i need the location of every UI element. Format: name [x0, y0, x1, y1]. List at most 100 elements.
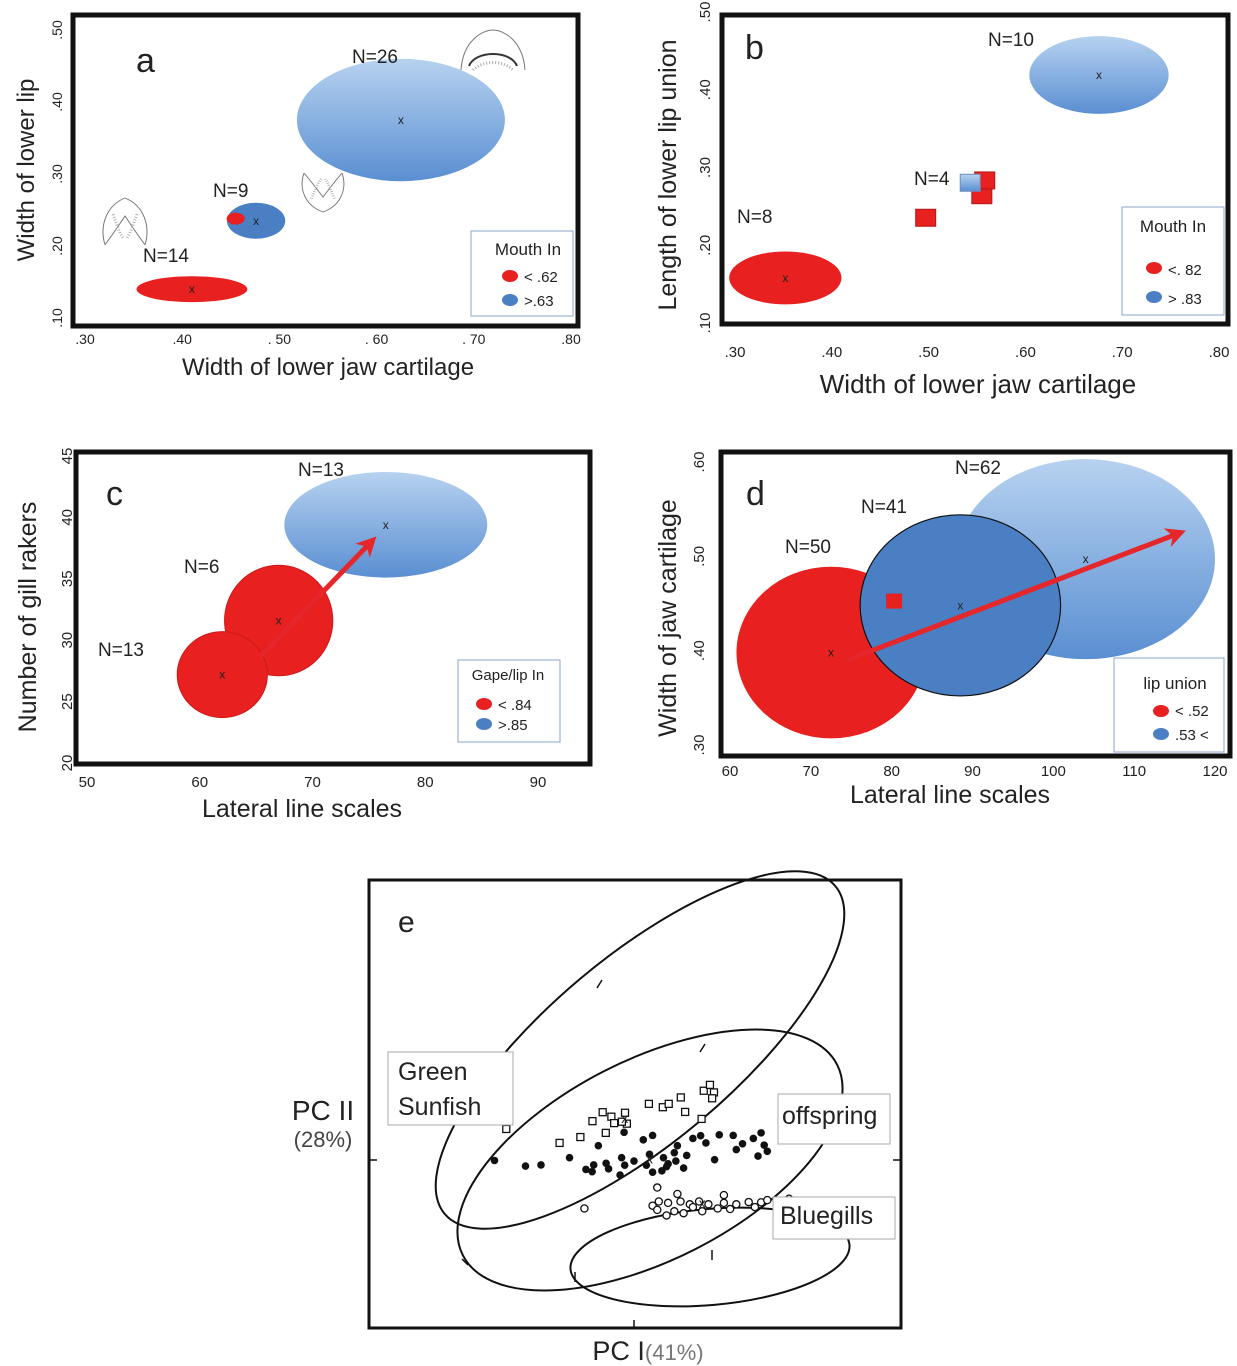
panel-c-ylabel: Number of gill rakers	[14, 502, 42, 733]
bluegill-point	[763, 1195, 772, 1205]
y-tick-label: .20	[49, 236, 65, 256]
y-tick-label: .50	[697, 2, 714, 23]
offspring-point	[710, 1155, 719, 1164]
green-sunfish-point	[644, 1099, 654, 1109]
offspring-point	[565, 1153, 574, 1162]
green-sunfish-label: Green Sunfish	[387, 1051, 514, 1126]
legend-entry: >.85	[498, 717, 528, 734]
offspring-point	[589, 1161, 598, 1169]
green-sunfish-point	[598, 1108, 607, 1117]
offspring-point	[588, 1167, 596, 1176]
green-sunfish-point	[681, 1107, 690, 1117]
green-sunfish-point	[620, 1108, 630, 1117]
offspring-point	[604, 1165, 613, 1173]
y-tick-label: .30	[697, 157, 714, 178]
panel-b-legend: Mouth In <. 82 > .83	[1121, 206, 1225, 316]
offspring-point	[645, 1150, 654, 1159]
panel-c-yticks: 20 25 30 35 40 45	[59, 448, 76, 772]
legend-swatch-red	[1146, 262, 1162, 274]
sample-size-label: N=62	[955, 458, 1001, 479]
bluegill-point	[662, 1211, 671, 1220]
data-point	[226, 212, 245, 225]
green-sunfish-point	[676, 1093, 685, 1102]
x-tick-label: .60	[1015, 344, 1036, 361]
centroid-mark: x	[253, 214, 259, 228]
panel-e-frame-ticks	[369, 1159, 901, 1328]
panel-d-yticks: .30 .40 .50 .60	[691, 452, 708, 756]
x-tick-label: . 50	[268, 331, 292, 347]
sample-size-label: N=10	[988, 30, 1034, 51]
bluegill-point	[719, 1190, 729, 1200]
bluegill-point	[725, 1204, 735, 1214]
x-tick-label: 80	[417, 774, 434, 791]
bluegill-point	[653, 1205, 662, 1215]
green-sunfish-point	[707, 1094, 717, 1103]
legend-title: Mouth In	[1140, 217, 1206, 236]
x-tick-label: 50	[79, 774, 96, 791]
bluegill-point	[654, 1197, 664, 1206]
sample-size-label: N=8	[737, 207, 772, 228]
group-ellipse	[136, 276, 248, 303]
legend-swatch-blue	[502, 294, 518, 306]
panel-d-xticks: 60 70 80 90 100 110 120	[722, 763, 1228, 780]
panel-b: b Width of lower jaw cartilage Length of…	[654, 2, 1231, 399]
bluegill-point	[750, 1202, 760, 1212]
panel-b-xlabel: Width of lower jaw cartilage	[820, 369, 1136, 399]
bluegill-point	[694, 1197, 704, 1206]
offspring-point	[662, 1162, 671, 1171]
legend-entry: <. 82	[1168, 262, 1202, 279]
legend-entry: < .84	[498, 697, 532, 714]
offspring-point	[620, 1161, 629, 1170]
group-ellipse	[859, 514, 1062, 697]
bluegill-point	[663, 1198, 673, 1208]
legend-entry: .53 <	[1175, 727, 1209, 744]
panel-b-letter: b	[745, 29, 764, 67]
bluegill-point	[673, 1189, 682, 1199]
y-tick-label: 35	[59, 570, 76, 587]
centroid-mark: x	[699, 1195, 706, 1211]
ellipse-ticks	[461, 979, 713, 1282]
panel-c-marks: x N=13 x N=6 x N=13	[98, 460, 488, 719]
panel-a-marks: x N=14 x N=9 x N=26	[136, 47, 505, 303]
bluegill-point	[670, 1207, 679, 1216]
panel-c-xlabel: Lateral line scales	[202, 795, 402, 823]
x-tick-label: .70	[1112, 344, 1133, 361]
x-tick-label: .50	[918, 344, 939, 361]
x-tick-label: . 70	[462, 331, 486, 347]
panel-a: a Width of lower jaw cartilage Width of …	[13, 12, 581, 381]
x-tick-label: .30	[75, 331, 95, 347]
panel-b-xticks: .30 .40 .50 .60 .70 .80	[725, 344, 1230, 361]
y-tick-label: .20	[697, 235, 714, 256]
centroid-mark: x	[828, 646, 834, 660]
legend-entry: < .52	[1175, 703, 1209, 720]
offspring-point	[702, 1139, 710, 1147]
green-sunfish-point	[699, 1086, 708, 1095]
panel-e-marks: x x x	[490, 1080, 794, 1220]
sample-size-label: N=41	[861, 497, 907, 518]
offspring-point	[537, 1161, 545, 1169]
bluegill-point	[713, 1204, 722, 1213]
green-sunfish-point	[576, 1132, 585, 1142]
panel-b-marks: x N=8 x N=10 N=4	[729, 30, 1169, 305]
x-tick-label: 90	[530, 774, 547, 791]
panel-d-legend: lip union < .52 .53 <	[1113, 657, 1225, 753]
data-point	[915, 208, 937, 227]
legend-swatch-blue	[1153, 728, 1169, 740]
group-ellipse	[284, 471, 488, 578]
offspring-point	[616, 1171, 624, 1179]
offspring-ellipse	[456, 1028, 844, 1292]
group-ellipse	[176, 631, 268, 719]
x-tick-label: 110	[1122, 763, 1146, 780]
green-sunfish-point	[555, 1138, 564, 1148]
green-sunfish-point	[601, 1128, 610, 1138]
x-axis-title: PC I	[592, 1336, 645, 1366]
offspring-point	[639, 1136, 648, 1144]
offspring-point	[729, 1131, 737, 1140]
green-sunfish-point	[588, 1117, 597, 1126]
centroid-mark: x	[398, 113, 404, 127]
panel-c-legend: Gape/lip In < .84 >.85	[457, 659, 561, 743]
legend-swatch-red	[476, 698, 492, 710]
centroid-mark: x	[189, 282, 195, 296]
y-tick-label: .40	[691, 640, 708, 661]
